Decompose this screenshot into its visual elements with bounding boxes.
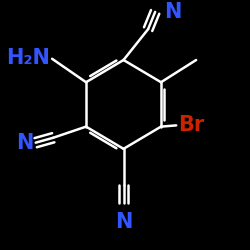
Text: N: N bbox=[115, 212, 132, 232]
Text: Br: Br bbox=[178, 116, 205, 136]
Text: N: N bbox=[16, 134, 33, 154]
Text: H₂N: H₂N bbox=[6, 48, 50, 68]
Text: N: N bbox=[164, 2, 182, 22]
